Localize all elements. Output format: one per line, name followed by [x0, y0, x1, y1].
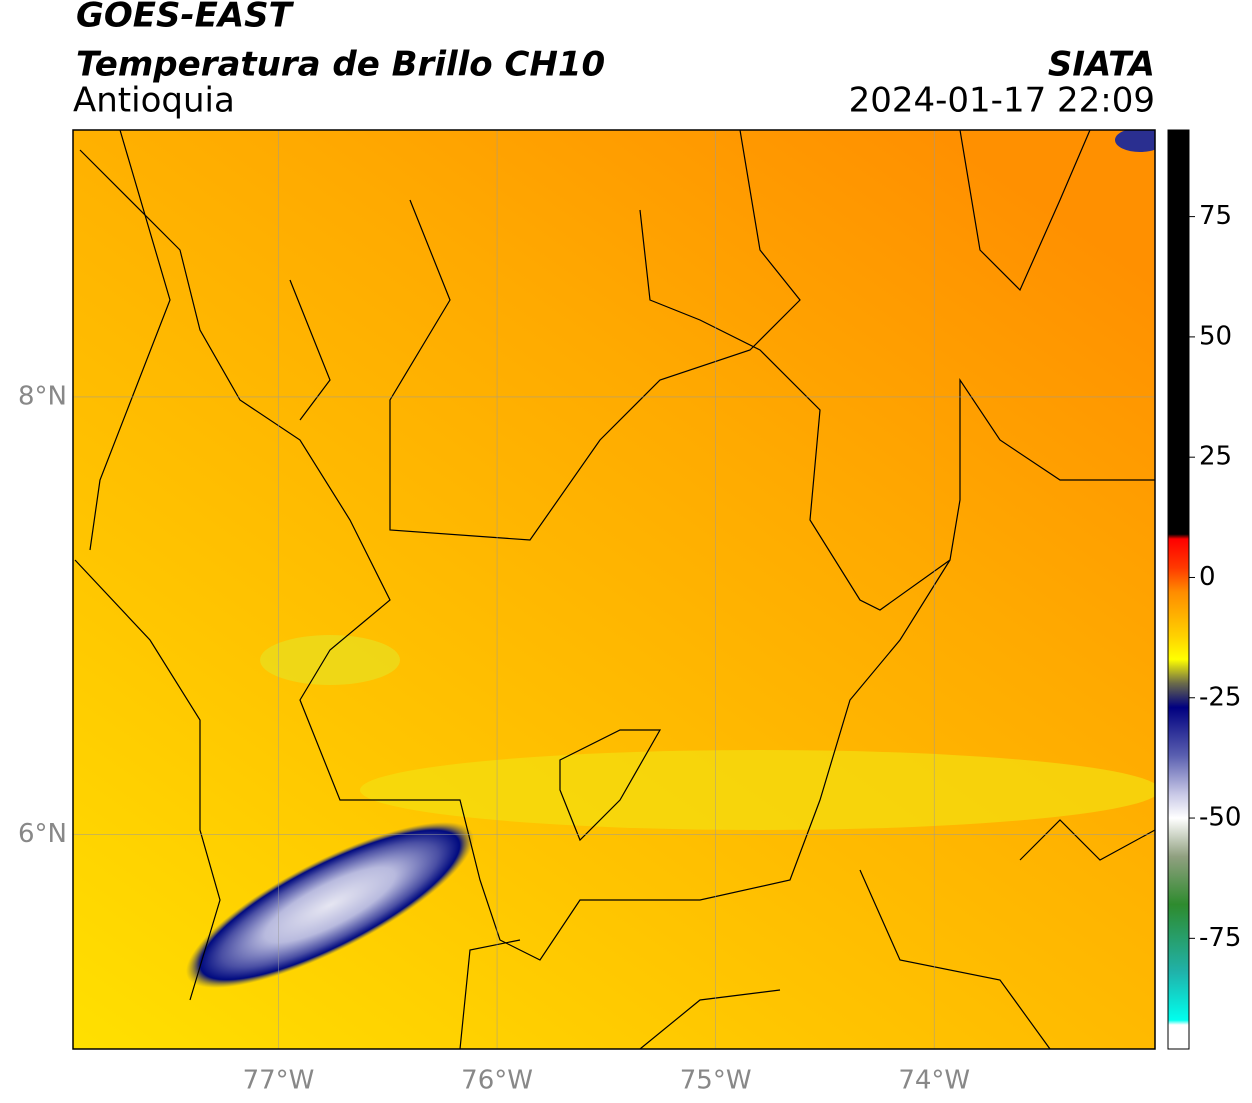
- region: Antioquia: [73, 81, 235, 121]
- x-tick-label: 74°W: [898, 1066, 970, 1096]
- x-tick-label: 77°W: [243, 1066, 315, 1096]
- colorbar-tick-label: 25: [1199, 442, 1232, 472]
- colorbar-tick-label: -75: [1199, 923, 1241, 953]
- y-tick-label: 6°N: [18, 819, 67, 849]
- colorbar-tick-label: -25: [1199, 682, 1241, 712]
- colorbar-tick-label: 0: [1199, 562, 1216, 592]
- source: SIATA: [1048, 45, 1155, 85]
- subtitle: Temperatura de Brillo CH10: [76, 45, 605, 85]
- x-tick-label: 76°W: [461, 1066, 533, 1096]
- datetime: 2024-01-17 22:09: [849, 81, 1155, 121]
- colorbar-tick-label: 75: [1199, 201, 1232, 231]
- colorbar: [1167, 129, 1190, 1050]
- colorbar-tick-label: 50: [1199, 321, 1232, 351]
- x-tick-label: 75°W: [680, 1066, 752, 1096]
- colorbar-tick-label: -50: [1199, 803, 1241, 833]
- y-tick-label: 8°N: [18, 381, 67, 411]
- grid: [73, 130, 1155, 1049]
- map-frame: [72, 129, 1156, 1050]
- title: GOES-EAST: [76, 0, 295, 36]
- map-image: [73, 130, 1155, 1049]
